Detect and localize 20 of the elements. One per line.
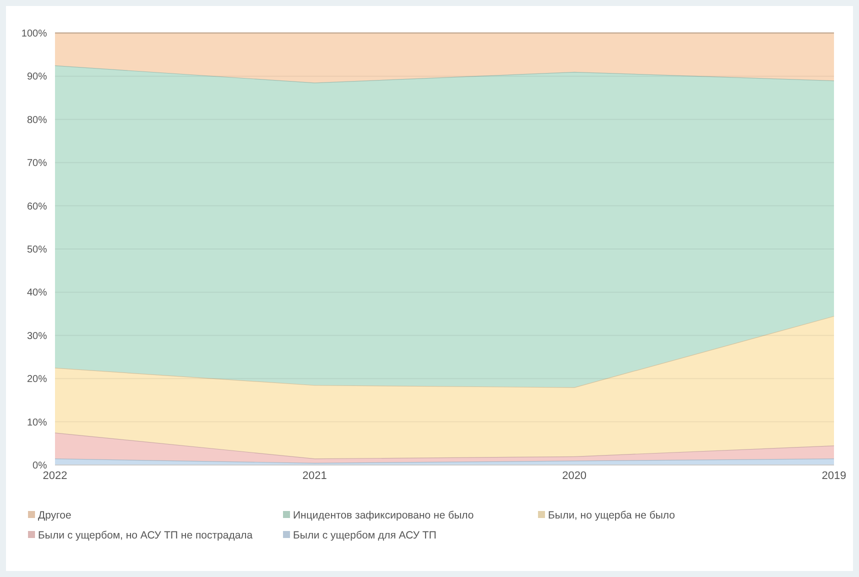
legend-label: Были с ущербом для АСУ ТП [293,530,436,542]
y-tick-label: 100% [21,28,48,40]
y-tick-label: 0% [32,460,48,472]
legend-label: Были с ущербом, но АСУ ТП не пострадала [38,530,253,542]
legend-label: Инцидентов зафиксировано не было [293,510,474,522]
y-tick-label: 80% [26,114,48,126]
y-tick-label: 30% [26,330,48,342]
y-tick-label: 10% [26,417,48,428]
y-tick-label: 20% [26,374,48,386]
x-tick-label: 2020 [562,470,587,482]
y-tick-label: 50% [26,244,48,256]
x-tick-label: 2022 [42,470,68,482]
y-tick-label: 70% [26,158,48,170]
legend-label: Другое [38,510,72,522]
x-tick-label: 2019 [822,470,846,482]
y-tick-label: 90% [26,72,48,83]
y-tick-label: 40% [26,288,48,299]
x-tick-label: 2021 [302,470,327,482]
y-tick-label: 60% [26,201,48,212]
legend-label: Были, но ущерба не было [548,510,676,522]
